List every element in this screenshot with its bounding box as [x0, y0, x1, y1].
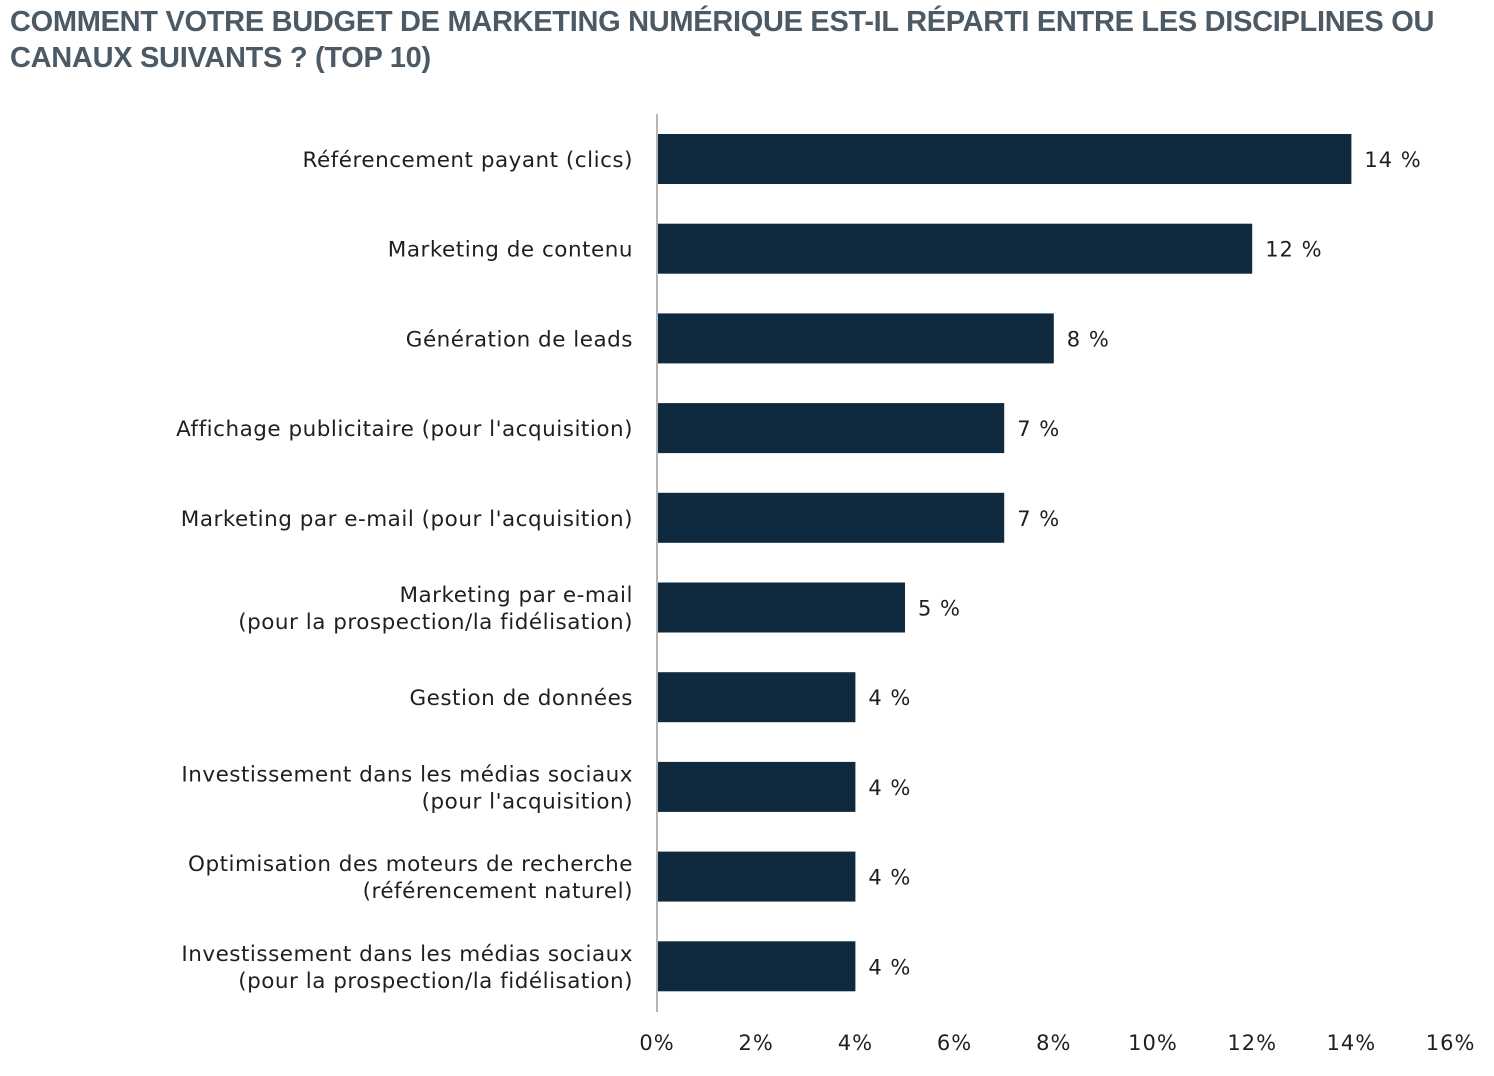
value-label: 4 % [868, 955, 911, 979]
bar [657, 492, 1005, 543]
bar [657, 403, 1005, 454]
bar [657, 313, 1054, 364]
value-labels-group: 14 % 12 % 8 % 7 % 7 % 5 % 4 % 4 % 4 % 4 % [868, 148, 1421, 979]
category-label: Marketing de contenu [388, 238, 633, 263]
x-tick-label: 8% [1036, 1031, 1071, 1055]
x-tick-label: 14% [1327, 1031, 1377, 1055]
category-label: Gestion de données [409, 686, 633, 711]
bar [657, 223, 1253, 274]
bar [657, 582, 905, 633]
x-tick-label: 0% [639, 1031, 674, 1055]
category-label: Optimisation des moteurs de recherche [188, 852, 633, 877]
x-tick-label: 12% [1227, 1031, 1277, 1055]
value-label: 8 % [1067, 327, 1110, 351]
category-label: (pour la prospection/la fidélisation) [238, 969, 633, 994]
category-label: (référencement naturel) [363, 879, 633, 904]
bar [657, 851, 856, 902]
category-label: Marketing par e-mail [399, 583, 633, 608]
category-label: (pour la prospection/la fidélisation) [238, 610, 633, 635]
category-labels-group: Référencement payant (clics) Marketing de… [176, 148, 633, 994]
bar [657, 672, 856, 723]
value-label: 7 % [1017, 417, 1060, 441]
category-label: Génération de leads [406, 327, 633, 352]
category-label: Référencement payant (clics) [302, 148, 633, 173]
x-tick-label: 4% [838, 1031, 873, 1055]
bar [657, 761, 856, 812]
value-label: 14 % [1364, 148, 1421, 172]
x-tick-label: 16% [1426, 1031, 1476, 1055]
chart-title: COMMENT VOTRE BUDGET DE MARKETING NUMÉRI… [10, 6, 1435, 74]
category-label: Investissement dans les médias sociaux [181, 762, 633, 787]
x-tick-label: 2% [739, 1031, 774, 1055]
value-label: 4 % [868, 686, 911, 710]
bar [657, 941, 856, 992]
value-label: 5 % [918, 597, 961, 621]
category-label: Investissement dans les médias sociaux [181, 942, 633, 967]
bars-group [657, 134, 1352, 992]
category-label: (pour l'acquisition) [422, 789, 633, 814]
category-label: Affichage publicitaire (pour l'acquisiti… [176, 417, 633, 442]
x-axis-ticks-group: 0% 2% 4% 6% 8% 10% 12% 14% 16% [639, 1031, 1476, 1055]
bar [657, 134, 1352, 184]
value-label: 4 % [868, 866, 911, 890]
category-label: Marketing par e-mail (pour l'acquisition… [181, 507, 633, 532]
value-label: 12 % [1265, 238, 1322, 262]
x-tick-label: 10% [1128, 1031, 1178, 1055]
value-label: 7 % [1017, 507, 1060, 531]
value-label: 4 % [868, 776, 911, 800]
x-tick-label: 6% [937, 1031, 972, 1055]
